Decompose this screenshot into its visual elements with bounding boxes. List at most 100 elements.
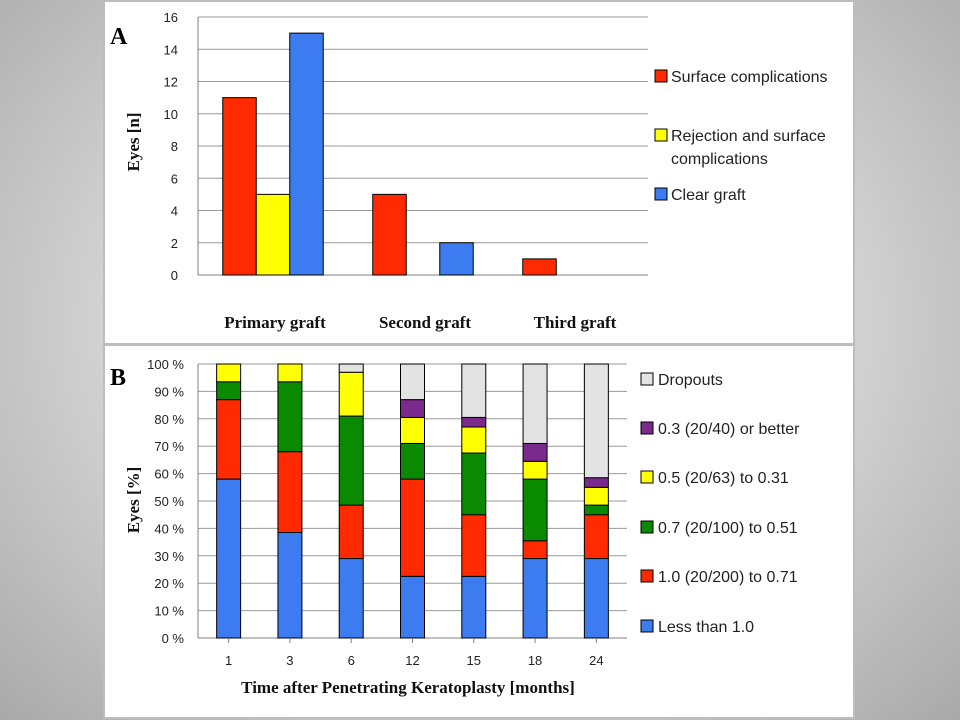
legend-swatch-0-7-20-100-to-0-51	[640, 520, 654, 534]
segment-1-0-20-200-to-0-71-month-15	[461, 514, 487, 577]
segment-dropouts-month-6	[338, 363, 364, 373]
legend-swatch-less-than-1-0	[640, 619, 654, 633]
segment-0-5-20-63-to-0-31-month-12	[400, 416, 425, 444]
panel-b-y-ticks: 0 % 10 % 20 % 30 % 40 % 50 % 60 % 70 % 80 % 90 % 1…	[147, 357, 184, 646]
bar-clear-graft-primary-graft	[289, 32, 324, 276]
legend-label-less-than-1-0: Less than 1.0	[658, 619, 754, 636]
y-tick-label: 10	[164, 107, 178, 122]
x-tick-label: Third graft	[534, 313, 617, 332]
bar-clear-graft-second-graft	[439, 242, 474, 276]
panel-a: A 0 2 4 6 8 10 12 14 16 Primary graft Second graf…	[103, 0, 855, 345]
y-tick-label: 40 %	[154, 521, 184, 536]
panel-a-x-ticks: Primary graft Second graft Third graft	[224, 313, 616, 332]
y-tick-label: 6	[171, 171, 178, 186]
y-tick-label: 60 %	[154, 467, 184, 482]
x-tick-label: Primary graft	[224, 313, 326, 332]
legend-label-surface-complications: Surface complications	[671, 69, 828, 86]
segment-1-0-20-200-to-0-71-month-1	[216, 399, 242, 480]
segment-1-0-20-200-to-0-71-month-12	[400, 478, 425, 577]
segment-dropouts-month-24	[583, 363, 609, 479]
x-tick-label: 6	[348, 653, 355, 668]
segment-less-than-1-0-month-12	[400, 575, 425, 639]
panel-a-label: A	[110, 24, 128, 50]
x-tick-label: 3	[286, 653, 293, 668]
panel-a-bars	[222, 32, 557, 276]
segment-dropouts-month-18	[522, 363, 548, 444]
panel-b-legend: Dropouts 0.3 (20/40) or better 0.5 (20/63)…	[640, 372, 800, 636]
segment-less-than-1-0-month-6	[338, 558, 364, 639]
segment-0-3-20-40-or-better-month-15	[461, 416, 487, 428]
legend-label-clear-graft: Clear graft	[671, 187, 746, 204]
y-tick-label: 90 %	[154, 384, 184, 399]
segment-0-3-20-40-or-better-month-18	[522, 442, 548, 462]
segment-0-7-20-100-to-0-51-month-6	[338, 415, 364, 506]
panel-a-frame	[103, 0, 855, 345]
segment-less-than-1-0-month-18	[522, 558, 548, 639]
legend-swatch-rejection-and-surface-complications	[654, 128, 668, 142]
segment-0-5-20-63-to-0-31-month-3	[277, 363, 303, 383]
x-tick-label: Second graft	[379, 313, 471, 332]
y-tick-label: 50 %	[154, 494, 184, 509]
legend-swatch-0-5-20-63-to-0-31	[640, 470, 654, 484]
y-tick-label: 16	[164, 10, 178, 25]
y-tick-label: 2	[171, 236, 178, 251]
legend-swatch-dropouts	[640, 372, 654, 386]
segment-1-0-20-200-to-0-71-month-6	[338, 504, 364, 560]
x-tick-label: 1	[225, 653, 232, 668]
segment-less-than-1-0-month-1	[216, 478, 242, 639]
segment-0-3-20-40-or-better-month-12	[400, 399, 425, 418]
legend-swatch-0-3-20-40-or-better	[640, 421, 654, 435]
panel-a-legend: Surface complications Rejection and surfa…	[654, 69, 828, 204]
segment-0-7-20-100-to-0-51-month-15	[461, 452, 487, 516]
y-tick-label: 20 %	[154, 576, 184, 591]
segment-dropouts-month-12	[400, 363, 425, 401]
bar-surface-complications-third-graft	[522, 258, 557, 276]
panel-b-x-axis-label: Time after Penetrating Keratoplasty [mon…	[241, 678, 575, 697]
legend-label-0-5-20-63-to-0-31: 0.5 (20/63) to 0.31	[658, 470, 789, 487]
legend-swatch-clear-graft	[654, 187, 668, 201]
x-tick-label: 24	[589, 653, 603, 668]
segment-0-5-20-63-to-0-31-month-6	[338, 371, 364, 417]
bar-surface-complications-primary-graft	[222, 97, 257, 276]
segment-1-0-20-200-to-0-71-month-24	[583, 514, 609, 560]
segment-0-7-20-100-to-0-51-month-3	[277, 381, 303, 453]
x-tick-label: 18	[528, 653, 542, 668]
y-tick-label: 0 %	[162, 631, 185, 646]
segment-0-7-20-100-to-0-51-month-12	[400, 442, 425, 480]
legend-label-0-3-20-40-or-better: 0.3 (20/40) or better	[658, 421, 800, 438]
y-tick-label: 8	[171, 139, 178, 154]
segment-0-5-20-63-to-0-31-month-15	[461, 426, 487, 454]
legend-label-1-0-20-200-to-0-71: 1.0 (20/200) to 0.71	[658, 569, 798, 586]
legend-label-rejection-and-surface-complications: complications	[671, 151, 768, 168]
segment-less-than-1-0-month-15	[461, 575, 487, 639]
segment-0-5-20-63-to-0-31-month-24	[583, 486, 609, 506]
y-tick-label: 100 %	[147, 357, 184, 372]
segment-0-7-20-100-to-0-51-month-1	[216, 381, 242, 401]
y-tick-label: 4	[171, 204, 178, 219]
x-tick-label: 12	[405, 653, 419, 668]
segment-1-0-20-200-to-0-71-month-18	[522, 540, 548, 560]
panel-b-y-axis-label: Eyes [%]	[124, 467, 143, 534]
segment-1-0-20-200-to-0-71-month-3	[277, 451, 303, 534]
y-tick-label: 30 %	[154, 549, 184, 564]
legend-label-dropouts: Dropouts	[658, 372, 723, 389]
panel-b-stacked-bars	[216, 363, 609, 639]
panel-a-y-axis-label: Eyes [n]	[124, 112, 143, 171]
panel-b-x-ticks: 1 3 6 12 15 18 24	[225, 638, 604, 668]
y-tick-label: 12	[164, 75, 178, 90]
legend-label-rejection-and-surface-complications: Rejection and surface	[671, 128, 826, 145]
y-tick-label: 70 %	[154, 439, 184, 454]
segment-less-than-1-0-month-24	[583, 558, 609, 639]
segment-0-3-20-40-or-better-month-24	[583, 477, 609, 488]
legend-label-0-7-20-100-to-0-51: 0.7 (20/100) to 0.51	[658, 520, 798, 537]
segment-0-5-20-63-to-0-31-month-1	[216, 363, 242, 383]
y-tick-label: 80 %	[154, 412, 184, 427]
bar-surface-complications-second-graft	[372, 193, 407, 276]
panel-b: B 0 % 10 % 20 % 30 % 40 % 50 % 60 % 70 % 80 % 90 …	[103, 344, 855, 719]
bar-rejection-and-surface-complications-primary-graft	[255, 193, 291, 276]
panel-a-y-ticks: 0 2 4 6 8 10 12 14 16	[164, 10, 178, 283]
y-tick-label: 14	[164, 42, 178, 57]
segment-dropouts-month-15	[461, 363, 487, 418]
x-tick-label: 15	[467, 653, 481, 668]
